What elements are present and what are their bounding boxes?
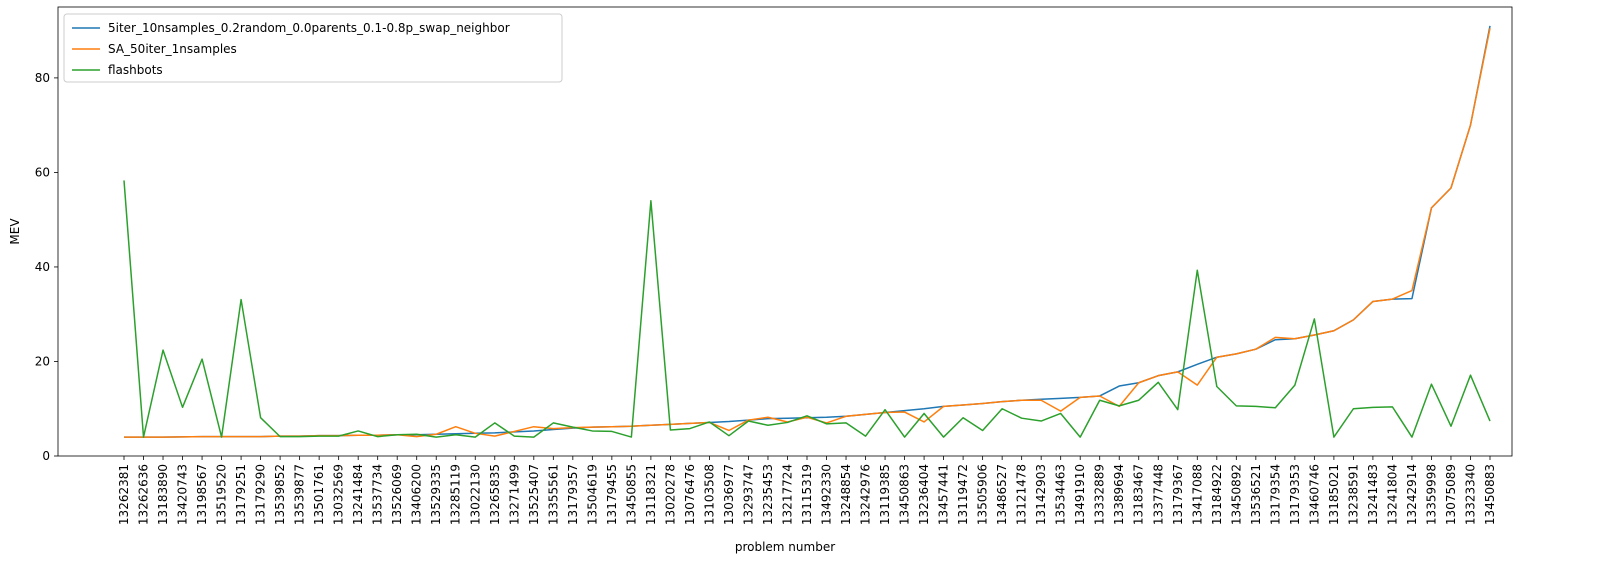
- x-tick-label-62: 13185021: [1327, 464, 1341, 525]
- y-tick-label-2: 40: [35, 260, 50, 274]
- x-tick-label-17: 13285119: [449, 464, 463, 525]
- x-tick-label-4: 13198567: [195, 464, 209, 525]
- legend: 5iter_10nsamples_0.2random_0.0parents_0.…: [63, 13, 563, 83]
- x-tick-label-31: 13036977: [722, 464, 736, 525]
- x-tick-label-12: 13241484: [351, 464, 365, 525]
- x-tick-label-63: 13238591: [1346, 464, 1360, 525]
- x-tick-label-59: 13179354: [1268, 464, 1282, 525]
- x-tick-label-70: 13450883: [1483, 464, 1497, 525]
- x-tick-label-23: 13179357: [566, 464, 580, 525]
- x-tick-label-35: 13115319: [800, 464, 814, 525]
- y-tick-label-4: 80: [35, 71, 50, 85]
- x-tick-label-25: 13179455: [605, 464, 619, 525]
- x-tick-label-40: 13450863: [898, 464, 912, 525]
- x-tick-label-58: 13536521: [1249, 464, 1263, 525]
- x-tick-label-39: 13119385: [878, 464, 892, 525]
- series-line-2: [123, 180, 1491, 438]
- x-tick-label-21: 13525407: [527, 464, 541, 525]
- x-tick-label-14: 13526069: [390, 464, 404, 525]
- x-tick-label-18: 13022130: [468, 464, 482, 525]
- y-tick-label-1: 20: [35, 354, 50, 368]
- x-tick-label-28: 13020278: [663, 464, 677, 525]
- x-tick-label-36: 13492330: [820, 464, 834, 525]
- x-tick-label-22: 13355561: [546, 464, 560, 525]
- x-tick-label-48: 13534463: [1054, 464, 1068, 525]
- x-tick-label-24: 13504619: [585, 464, 599, 525]
- x-tick-label-54: 13179367: [1171, 464, 1185, 525]
- x-tick-label-19: 13265835: [488, 464, 502, 525]
- x-tick-label-43: 13119472: [956, 464, 970, 525]
- x-tick-label-13: 13537734: [371, 464, 385, 525]
- x-tick-label-68: 13075089: [1444, 464, 1458, 525]
- x-tick-label-61: 13460746: [1307, 464, 1321, 525]
- x-tick-label-45: 13486527: [995, 464, 1009, 525]
- series-lines: [123, 25, 1491, 438]
- x-tick-label-51: 13389694: [1112, 464, 1126, 525]
- x-tick-label-9: 13539877: [293, 464, 307, 525]
- x-tick-label-52: 13183467: [1132, 464, 1146, 525]
- x-tick-label-38: 13242976: [859, 464, 873, 525]
- x-tick-label-56: 13184922: [1210, 464, 1224, 525]
- legend-label-2: flashbots: [108, 63, 163, 77]
- x-tick-label-5: 13519520: [215, 464, 229, 525]
- series-line-1: [124, 28, 1491, 438]
- legend-frame: [63, 13, 563, 83]
- x-tick-label-15: 13406200: [410, 464, 424, 525]
- x-tick-label-33: 13235453: [761, 464, 775, 525]
- x-axis-ticks: 13262381 13262636 13183890 13420743 13198567…: [117, 456, 1497, 525]
- x-tick-label-7: 13179290: [254, 464, 268, 525]
- x-tick-label-3: 13420743: [176, 464, 190, 525]
- x-axis-label: problem number: [735, 540, 835, 554]
- series-line-0: [124, 25, 1491, 438]
- x-tick-label-60: 13179353: [1288, 464, 1302, 525]
- x-tick-label-20: 13271499: [507, 464, 521, 525]
- x-tick-label-37: 13248854: [839, 464, 853, 525]
- x-tick-label-69: 13323340: [1463, 464, 1477, 525]
- x-tick-label-42: 13457441: [937, 464, 951, 525]
- x-tick-label-32: 13293747: [741, 464, 755, 525]
- x-tick-label-66: 13242914: [1405, 464, 1419, 525]
- x-tick-label-50: 13332889: [1093, 464, 1107, 525]
- x-tick-label-65: 13241804: [1385, 464, 1399, 525]
- x-tick-label-16: 13529335: [429, 464, 443, 525]
- x-tick-label-6: 13179251: [234, 464, 248, 525]
- x-tick-label-44: 13505906: [976, 464, 990, 525]
- x-tick-label-1: 13262636: [137, 464, 151, 525]
- x-tick-label-27: 13118321: [644, 464, 658, 525]
- x-tick-label-55: 13417088: [1190, 464, 1204, 525]
- x-tick-label-2: 13183890: [156, 464, 170, 525]
- plot-area-frame: [57, 6, 1513, 457]
- legend-label-0: 5iter_10nsamples_0.2random_0.0parents_0.…: [108, 21, 510, 35]
- x-tick-label-64: 13241483: [1366, 464, 1380, 525]
- x-tick-label-67: 13359998: [1424, 464, 1438, 525]
- y-tick-label-3: 60: [35, 165, 50, 179]
- x-tick-label-26: 13450855: [624, 464, 638, 525]
- y-tick-label-0: 0: [42, 449, 50, 463]
- legend-label-1: SA_50iter_1nsamples: [108, 42, 237, 56]
- y-axis-ticks: 0 20 40 60 80: [35, 71, 58, 463]
- x-tick-label-46: 13121478: [1015, 464, 1029, 525]
- x-tick-label-29: 13076476: [683, 464, 697, 525]
- x-tick-label-0: 13262381: [117, 464, 131, 525]
- y-axis-label: MEV: [8, 218, 22, 245]
- x-tick-label-47: 13142903: [1034, 464, 1048, 525]
- x-tick-label-57: 13450892: [1229, 464, 1243, 525]
- x-tick-label-49: 13491910: [1073, 464, 1087, 525]
- x-tick-label-10: 13501761: [312, 464, 326, 525]
- x-tick-label-41: 13236404: [917, 464, 931, 525]
- x-tick-label-53: 13377448: [1151, 464, 1165, 525]
- x-tick-label-11: 13032569: [332, 464, 346, 525]
- x-tick-label-8: 13539852: [273, 464, 287, 525]
- x-tick-label-30: 13103508: [702, 464, 716, 525]
- x-tick-label-34: 13217724: [780, 464, 794, 525]
